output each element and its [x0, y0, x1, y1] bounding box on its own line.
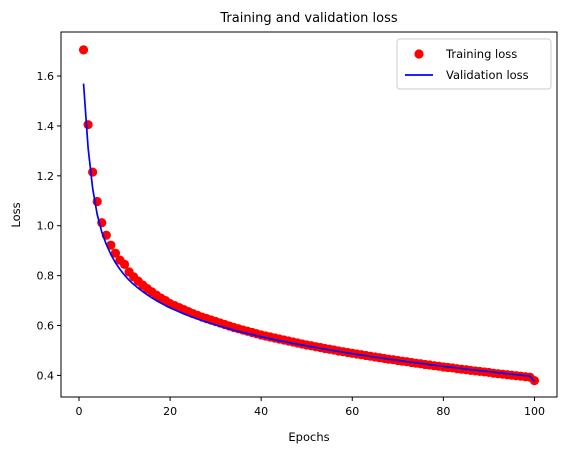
y-axis-label: Loss	[9, 202, 23, 227]
legend-marker-training-loss	[414, 49, 424, 59]
x-tick-label: 0	[75, 405, 82, 418]
training-loss-point	[119, 259, 130, 269]
x-tick-label: 80	[436, 405, 450, 418]
x-tick-label: 20	[163, 405, 177, 418]
legend-label-training-loss: Training loss	[445, 47, 517, 61]
validation-loss-line	[82, 83, 536, 382]
x-axis: 0 20 40 60 80 100	[75, 397, 545, 418]
training-loss-point	[78, 45, 89, 55]
y-tick-label: 0.6	[37, 320, 55, 333]
series-layer	[78, 45, 540, 386]
plot-frame	[60, 31, 558, 398]
x-tick-label: 100	[524, 405, 545, 418]
x-tick-label: 60	[345, 405, 359, 418]
y-tick-label: 1.0	[37, 220, 55, 233]
x-tick-label: 40	[254, 405, 268, 418]
y-tick-label: 0.4	[37, 369, 55, 382]
training-loss-point	[110, 248, 121, 258]
plot-area	[61, 32, 557, 397]
training-loss-point	[88, 167, 98, 177]
legend-box	[396, 38, 552, 90]
legend: Training loss Validation loss	[396, 38, 552, 90]
chart-title: Training and validation loss	[219, 11, 397, 26]
y-tick-label: 1.2	[37, 170, 55, 183]
y-tick-label: 0.8	[37, 270, 55, 283]
y-axis: 0.4 0.6 0.8 1.0 1.2 1.4 1.6	[37, 70, 61, 382]
x-axis-label: Epochs	[288, 430, 329, 444]
y-tick-label: 1.4	[37, 120, 55, 133]
training-loss-point	[83, 120, 93, 130]
y-tick-label: 1.6	[37, 70, 55, 83]
legend-label-validation-loss: Validation loss	[446, 68, 529, 82]
